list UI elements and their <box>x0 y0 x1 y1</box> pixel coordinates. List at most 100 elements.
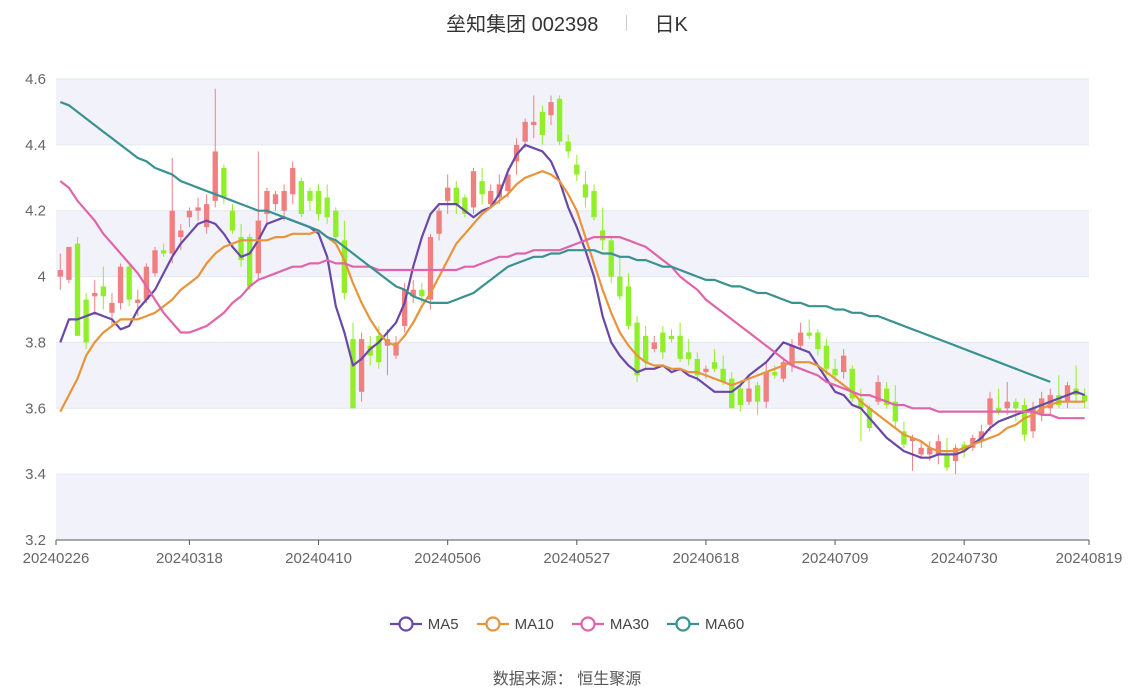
candle-body <box>729 378 735 409</box>
candle <box>763 362 769 409</box>
y-tick-label: 4.2 <box>25 203 46 220</box>
candle <box>470 167 477 215</box>
candle <box>686 339 692 366</box>
candle-body <box>57 269 63 277</box>
candle <box>815 329 821 356</box>
candle-body <box>470 171 477 208</box>
legend-item-ma30[interactable]: MA30 <box>571 614 649 634</box>
chart-title: 垒知集团 002398 日K <box>0 8 1134 37</box>
candle-body <box>703 368 709 373</box>
x-tick-label: 20240506 <box>414 550 481 567</box>
y-tick-label: 4.6 <box>25 71 46 88</box>
candle-body <box>324 197 330 218</box>
candle-body <box>746 388 752 402</box>
candle-body <box>720 368 726 382</box>
candle-body <box>892 401 898 422</box>
candle-body <box>66 246 72 280</box>
candle <box>203 194 210 234</box>
legend-marker-icon <box>476 616 509 632</box>
candle-body <box>410 289 416 297</box>
candle <box>298 177 305 218</box>
candle <box>92 279 98 313</box>
candle <box>152 246 158 277</box>
candle <box>117 263 124 310</box>
candle-body <box>858 398 864 409</box>
candle-body <box>806 332 812 336</box>
candle <box>539 105 546 145</box>
legend-item-ma10[interactable]: MA10 <box>476 614 554 634</box>
candle <box>358 332 365 402</box>
x-tick-label: 20240618 <box>673 550 740 567</box>
candle <box>212 88 218 208</box>
candle <box>436 207 442 241</box>
candle-body <box>178 230 184 238</box>
candle <box>488 184 494 208</box>
x-tick-label: 20240527 <box>543 550 610 567</box>
legend-item-ma60[interactable]: MA60 <box>667 614 744 634</box>
candle-body <box>1038 398 1045 415</box>
candle <box>247 233 253 290</box>
candle-body <box>264 190 270 215</box>
candle-body <box>668 335 675 340</box>
candle <box>660 325 666 359</box>
candle-body <box>376 335 382 363</box>
period-label: 日K <box>654 14 688 36</box>
candle <box>677 322 683 363</box>
candle-body <box>935 441 942 455</box>
candle-body <box>909 437 916 442</box>
candle-body <box>849 368 855 399</box>
candle <box>858 388 864 442</box>
candle <box>694 352 700 382</box>
y-tick-label: 4 <box>38 269 46 286</box>
candle <box>462 194 468 218</box>
candle-body <box>462 197 468 215</box>
candle-body <box>1021 404 1028 435</box>
candle <box>57 253 63 290</box>
candle-body <box>445 187 451 201</box>
candle-body <box>927 447 933 455</box>
candle <box>875 375 881 405</box>
candle <box>668 329 675 343</box>
candle-body <box>195 207 201 211</box>
candle-body <box>255 220 261 274</box>
candle <box>995 388 1002 415</box>
candle <box>393 335 399 359</box>
candle-body <box>238 237 244 261</box>
candle-body <box>83 299 89 343</box>
candle-body <box>660 332 666 353</box>
candle <box>849 365 855 402</box>
candle <box>608 237 614 284</box>
legend-item-ma5[interactable]: MA5 <box>389 614 459 634</box>
candle <box>754 381 761 415</box>
x-tick-label: 20240730 <box>931 550 998 567</box>
candle-body <box>772 372 778 376</box>
legend-label: MA10 <box>514 615 554 633</box>
candle-body <box>875 381 881 402</box>
legend-label: MA5 <box>427 615 459 633</box>
candle <box>453 181 459 215</box>
legend-marker-icon <box>389 616 422 632</box>
candle <box>651 335 657 353</box>
candle-body <box>401 289 408 326</box>
candle-body <box>1013 401 1019 409</box>
candle <box>324 184 330 224</box>
candle-body <box>591 190 597 218</box>
candle-body <box>290 167 296 195</box>
ma-line-ma10 <box>59 170 1085 453</box>
candle-body <box>453 187 459 205</box>
candle-body <box>599 230 606 241</box>
candle-body <box>789 345 795 366</box>
candle <box>255 151 261 280</box>
grid-band <box>56 474 1089 540</box>
candle <box>565 134 571 159</box>
x-tick-label: 20240709 <box>802 550 869 567</box>
candle <box>83 293 89 350</box>
candle <box>952 444 959 475</box>
candle <box>160 243 167 257</box>
candle <box>522 118 528 149</box>
y-tick-label: 3.6 <box>25 400 46 417</box>
candle <box>427 233 434 310</box>
candle-body <box>531 121 537 126</box>
y-tick-label: 3.4 <box>25 466 46 483</box>
